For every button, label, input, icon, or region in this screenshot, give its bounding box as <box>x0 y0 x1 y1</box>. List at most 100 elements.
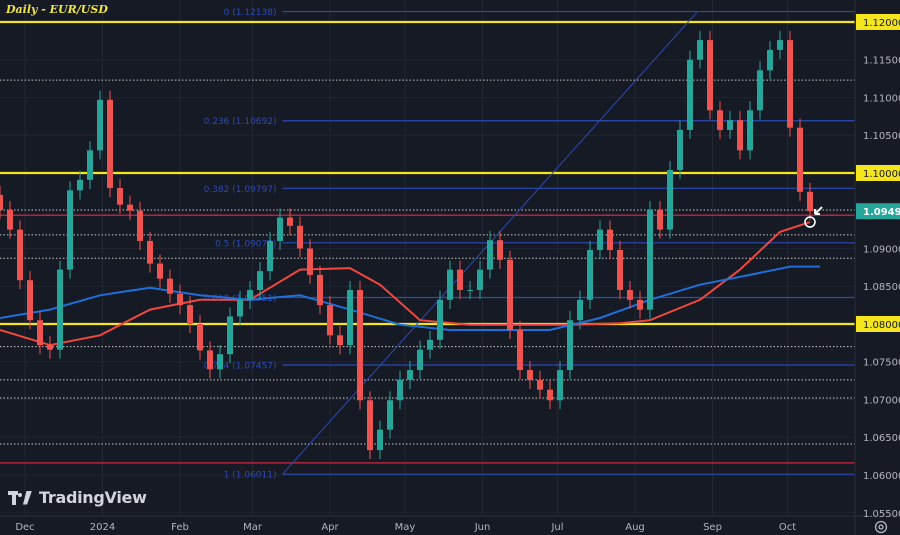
candle-body <box>597 229 603 250</box>
time-tick-label: Mar <box>243 522 263 533</box>
candle-body <box>627 290 633 300</box>
candle-body <box>257 271 263 291</box>
candle-body <box>677 129 683 170</box>
candle-body <box>127 204 133 211</box>
settings-gear-icon[interactable] <box>874 520 888 534</box>
candle-body <box>207 350 213 370</box>
candle-body <box>397 379 403 401</box>
candle-body <box>407 370 413 380</box>
candle-body <box>447 269 453 300</box>
candle-body <box>327 305 333 336</box>
candle-body <box>767 49 773 71</box>
candle-body <box>377 429 383 451</box>
price-tick-label: 1.08500 <box>863 282 900 293</box>
candle-body <box>517 330 523 371</box>
price-tick-label: 1.08000 <box>863 320 900 331</box>
time-tick-label: Aug <box>625 522 645 533</box>
candle-body <box>47 345 53 350</box>
time-tick-label: 2024 <box>90 522 115 533</box>
candle-body <box>807 191 813 212</box>
candle-body <box>57 269 63 350</box>
candle-body <box>747 110 753 151</box>
price-tick-label: 1.10500 <box>863 131 900 142</box>
candle-body <box>147 240 153 264</box>
candle-body <box>187 305 193 324</box>
candlesticks <box>0 31 813 460</box>
candle-body <box>607 229 613 250</box>
candle-body <box>337 335 343 346</box>
candle-body <box>287 217 293 226</box>
candle-body <box>737 120 743 151</box>
candle-body <box>197 323 203 351</box>
candle-body <box>457 269 463 291</box>
candle-body <box>237 299 243 317</box>
price-tick-label: 1.10000 <box>863 169 900 180</box>
candle-body <box>317 274 323 306</box>
candle-body <box>367 400 373 451</box>
candle-body <box>7 209 13 230</box>
candle-body <box>547 389 553 401</box>
candle-body <box>537 379 543 390</box>
candle-body <box>387 400 393 430</box>
candle-body <box>357 290 363 401</box>
candle-body <box>77 179 83 191</box>
price-tick-label: 1.06000 <box>863 471 900 482</box>
candle-body <box>577 299 583 321</box>
candle-body <box>27 280 33 321</box>
horizontal-levels <box>0 20 855 464</box>
chart-title: Daily - EUR/USD <box>6 3 108 16</box>
price-label-badge <box>856 315 900 332</box>
candle-body <box>177 293 183 306</box>
time-tick-label: Apr <box>321 522 339 533</box>
time-tick-label: Sep <box>703 522 722 533</box>
candle-body <box>297 225 303 249</box>
time-tick-label: May <box>395 522 416 533</box>
candle-body <box>227 316 233 355</box>
candle-body <box>247 290 253 300</box>
candle-body <box>477 269 483 291</box>
fib-level-label: 0.764 (1.07457) <box>204 361 277 371</box>
candle-body <box>717 110 723 130</box>
candle-body <box>107 99 113 189</box>
price-label-badge <box>856 164 900 181</box>
candle-body <box>137 210 143 241</box>
price-tick-label: 1.12000 <box>863 18 900 29</box>
time-tick-label: Jul <box>550 522 563 533</box>
candle-body <box>97 99 103 151</box>
tradingview-logo-text: TradingView <box>39 488 147 507</box>
candle-body <box>687 59 693 130</box>
candle-body <box>787 40 793 128</box>
annotation-marker <box>804 206 823 228</box>
price-tick-label: 1.07000 <box>863 395 900 406</box>
fib-level-label: 1 (1.06011) <box>224 471 277 481</box>
time-tick-label: Dec <box>15 522 34 533</box>
candle-body <box>527 370 533 380</box>
candle-body <box>657 209 663 230</box>
fib-level-label: 0 (1.12138) <box>224 8 277 18</box>
moving-average-blue <box>0 265 820 331</box>
fib-level-label: 0.382 (1.09797) <box>204 185 277 195</box>
tradingview-logo: TradingView <box>8 488 147 507</box>
candle-body <box>267 240 273 272</box>
candle-body <box>727 120 733 130</box>
candle-body <box>347 290 353 346</box>
price-tick-label: 1.06500 <box>863 433 900 444</box>
time-axis[interactable]: Dec 2024 Feb Mar Apr May Jun Jul Aug Sep Oct <box>15 522 796 533</box>
arrow-icon <box>814 206 823 216</box>
moving-average-red <box>0 221 811 347</box>
candle-body <box>117 188 123 205</box>
candle-body <box>277 217 283 241</box>
price-tick-label: 1.09000 <box>863 244 900 255</box>
candle-body <box>667 169 673 230</box>
candle-body <box>157 263 163 279</box>
candle-body <box>37 320 43 346</box>
tradingview-logo-icon <box>8 490 33 505</box>
candle-body <box>427 339 433 350</box>
candle-body <box>87 150 93 180</box>
time-tick-label: Feb <box>171 522 189 533</box>
price-axis[interactable]: 1.12000 1.11500 1.11000 1.10500 1.10000 1.094… <box>856 13 900 520</box>
fib-level-label: 0.236 (1.10692) <box>204 117 277 127</box>
candle-body <box>17 229 23 281</box>
candle-body <box>437 299 443 340</box>
